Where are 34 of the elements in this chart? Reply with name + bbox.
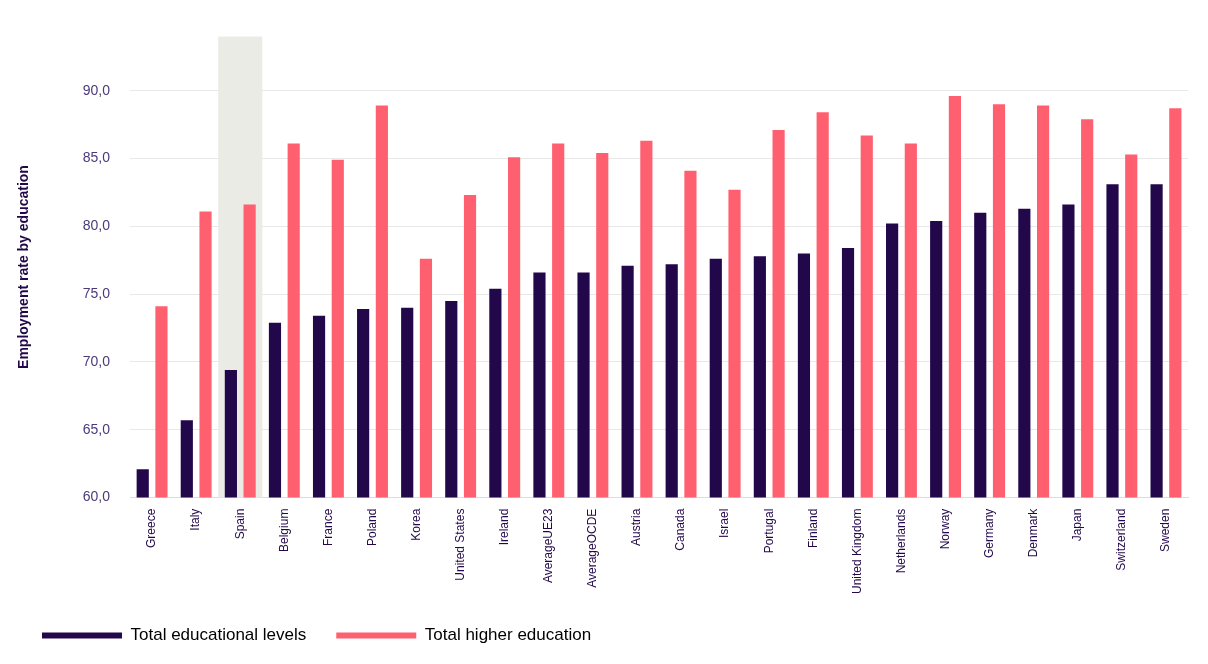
x-tick-label: Netherlands xyxy=(893,508,908,574)
y-tick-label: 85,0 xyxy=(82,149,111,166)
x-tick-label: United Kingdom xyxy=(849,508,864,595)
y-tick-label: 65,0 xyxy=(82,420,111,437)
x-tick-label: United States xyxy=(452,508,467,581)
x-tick-label: Israel xyxy=(717,508,732,538)
legend-label: Total educational levels xyxy=(130,625,307,645)
x-tick-label: Denmark xyxy=(1026,507,1041,558)
x-tick-label: Italy xyxy=(188,508,203,531)
y-tick-label: 60,0 xyxy=(82,488,111,505)
x-tick-label: France xyxy=(320,508,335,546)
y-tick-label: 90,0 xyxy=(82,81,111,98)
x-tick-label: Portugal xyxy=(761,508,776,554)
x-tick-label: Austria xyxy=(629,508,644,546)
legend-label: Total higher education xyxy=(424,625,592,645)
x-tick-label: Greece xyxy=(144,508,159,548)
y-tick-label: 80,0 xyxy=(82,217,111,234)
x-tick-label: Korea xyxy=(408,508,423,541)
x-tick-label: Canada xyxy=(673,508,688,551)
x-tick-label: Ireland xyxy=(497,508,512,546)
x-tick-label: Belgium xyxy=(276,508,291,552)
y-tick-label: 75,0 xyxy=(82,285,111,301)
y-axis-title: Employment rate by education xyxy=(15,165,32,369)
x-tick-label: Germany xyxy=(981,508,996,558)
x-tick-label: Japan xyxy=(1070,508,1085,542)
x-tick-label: AverageOCDE xyxy=(585,508,600,588)
x-tick-label: AverageUE23 xyxy=(541,508,556,584)
x-tick-label: Norway xyxy=(937,508,952,550)
x-tick-label: Spain xyxy=(232,508,247,540)
x-tick-label: Sweden xyxy=(1158,508,1173,552)
x-tick-label: Switzerland xyxy=(1114,508,1129,571)
y-tick-label: 70,0 xyxy=(82,352,111,369)
x-tick-label: Poland xyxy=(364,508,379,546)
x-tick-label: Finland xyxy=(805,508,820,548)
